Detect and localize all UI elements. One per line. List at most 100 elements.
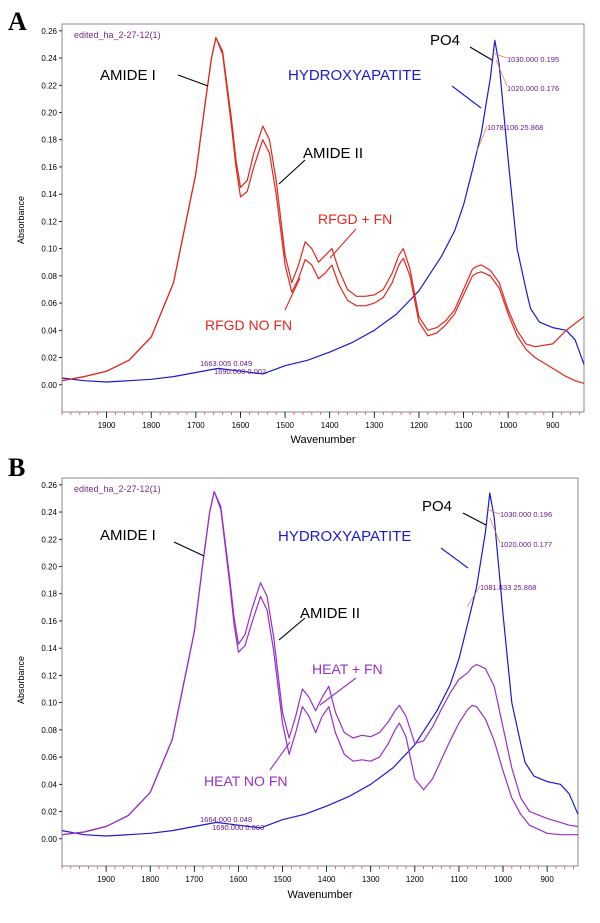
x-tick-label: 900 [546,421,560,430]
y-tick-label: 0.26 [41,27,57,36]
panel-letter: B [8,453,25,482]
x-tick-label: 1900 [98,421,116,430]
y-tick-label: 0.00 [41,835,57,844]
annotation-amide-2-leader [278,159,306,185]
panel-letter: A [8,7,27,36]
plot-frame [61,23,585,413]
y-axis-title: Absorbance [16,656,26,704]
annotation-po4-leader [469,46,493,61]
y-tick-label: 0.06 [41,753,57,762]
cursor-label: 1081.833 25.868 [480,583,536,592]
x-tick-label: 1500 [274,875,292,884]
cursor-line [466,585,481,608]
y-tick-label: 0.18 [41,590,57,599]
annotation-no-fn: RFGD NO FN [205,317,292,333]
series-line-2 [61,37,585,382]
panel-A: A 0.00 0.02 0.04 0.06 0.08 0.10 0.12 0.14 0.16 0.1… [8,7,585,446]
x-tick-label: 1000 [499,421,517,430]
cursor-label: 1030.000 0.196 [500,510,552,519]
y-tick-label: 0.08 [41,272,57,281]
plot-frame [61,477,579,867]
y-tick-label: 0.04 [41,326,57,335]
y-tick-label: 0.08 [41,726,57,735]
x-tick-label: 1200 [406,875,424,884]
cursor-line [495,59,508,87]
cursor-line [476,125,488,152]
annotation-po4-leader [462,512,487,526]
y-tick-label: 0.18 [41,136,57,145]
y-tick-label: 0.24 [41,54,57,63]
annotation-hydroxyapatite-leader [440,547,469,569]
cursor-label: 1078.106 25.868 [487,123,543,132]
x-tick-label: 1800 [141,875,159,884]
x-tick-label: 1200 [410,421,428,430]
x-tick-label: 1400 [321,421,339,430]
annotation-no-fn: HEAT NO FN [204,773,288,789]
y-tick-label: 0.12 [41,671,57,680]
cursor-line [485,508,501,515]
cursor-line [489,517,501,544]
y-tick-label: 0.00 [41,381,57,390]
series-line-3 [61,37,585,384]
x-tick-label: 1700 [187,421,205,430]
x-tick-label: 1100 [455,421,473,430]
y-tick-label: 0.24 [41,508,57,517]
y-tick-label: 0.14 [41,190,57,199]
cursor-label: 1690.000 0.003 [212,823,264,832]
cursor-label: 1030.000 0.195 [507,55,559,64]
cursor-label: 1663.005 0.049 [200,359,252,368]
x-axis-title: Wavenumber [290,434,355,446]
x-tick-label: 1700 [185,875,203,884]
y-tick-label: 0.12 [41,217,57,226]
y-tick-label: 0.20 [41,562,57,571]
series-line-3 [61,491,578,836]
y-tick-label: 0.02 [41,354,57,363]
annotation-no-fn-leader [269,741,291,771]
x-tick-label: 1600 [230,875,248,884]
x-tick-label: 1300 [365,421,383,430]
annotation-hydroxyapatite-leader [451,85,482,109]
annotation-no-fn-leader [284,277,301,311]
file-note: edited_ha_2-27-12(1) [74,484,161,494]
y-tick-label: 0.22 [41,535,57,544]
annotation-amide-1-leader [177,74,209,87]
annotation-with-fn: HEAT + FN [312,661,383,677]
y-axis-title: Absorbance [16,196,26,244]
x-tick-label: 1000 [494,875,512,884]
cursor-label: 1020.000 0.177 [500,540,552,549]
series-line-1 [61,39,585,383]
x-axis-title: Wavenumber [287,889,352,901]
cursor-label: 1020.000 0.176 [507,84,559,93]
y-tick-label: 0.14 [41,644,57,653]
series-line-1 [61,492,579,837]
y-tick-label: 0.16 [41,617,57,626]
y-tick-label: 0.22 [41,81,57,90]
cursor-label: 1664.000 0.048 [200,815,252,824]
x-tick-label: 900 [540,875,554,884]
x-tick-label: 1600 [232,421,250,430]
file-note: edited_ha_2-27-12(1) [74,30,161,40]
x-tick-label: 1500 [276,421,294,430]
annotation-with-fn-leader [319,677,357,706]
y-tick-label: 0.10 [41,245,57,254]
y-tick-label: 0.06 [41,299,57,308]
annotation-amide-2: AMIDE II [300,605,360,622]
y-tick-label: 0.26 [41,481,57,490]
y-tick-label: 0.20 [41,108,57,117]
annotation-amide-1: AMIDE I [100,527,156,544]
annotation-hydroxyapatite: HYDROXYAPATITE [278,528,411,545]
annotation-amide-1: AMIDE I [100,67,156,84]
panel-B: B 0.00 0.02 0.04 0.06 0.08 0.10 0.12 0.14 0.16 0.1… [8,453,579,901]
annotation-amide-2: AMIDE II [303,145,363,162]
cursor-label: 1690.000 0.002 [214,367,266,376]
cursor-line [491,52,508,59]
x-tick-label: 1400 [318,875,336,884]
x-tick-label: 1900 [97,875,115,884]
y-tick-label: 0.16 [41,163,57,172]
annotation-po4: PO4 [430,32,460,49]
annotation-po4: PO4 [422,498,452,515]
annotation-with-fn-leader [329,228,357,259]
annotation-amide-2-leader [278,617,306,641]
y-tick-label: 0.04 [41,780,57,789]
